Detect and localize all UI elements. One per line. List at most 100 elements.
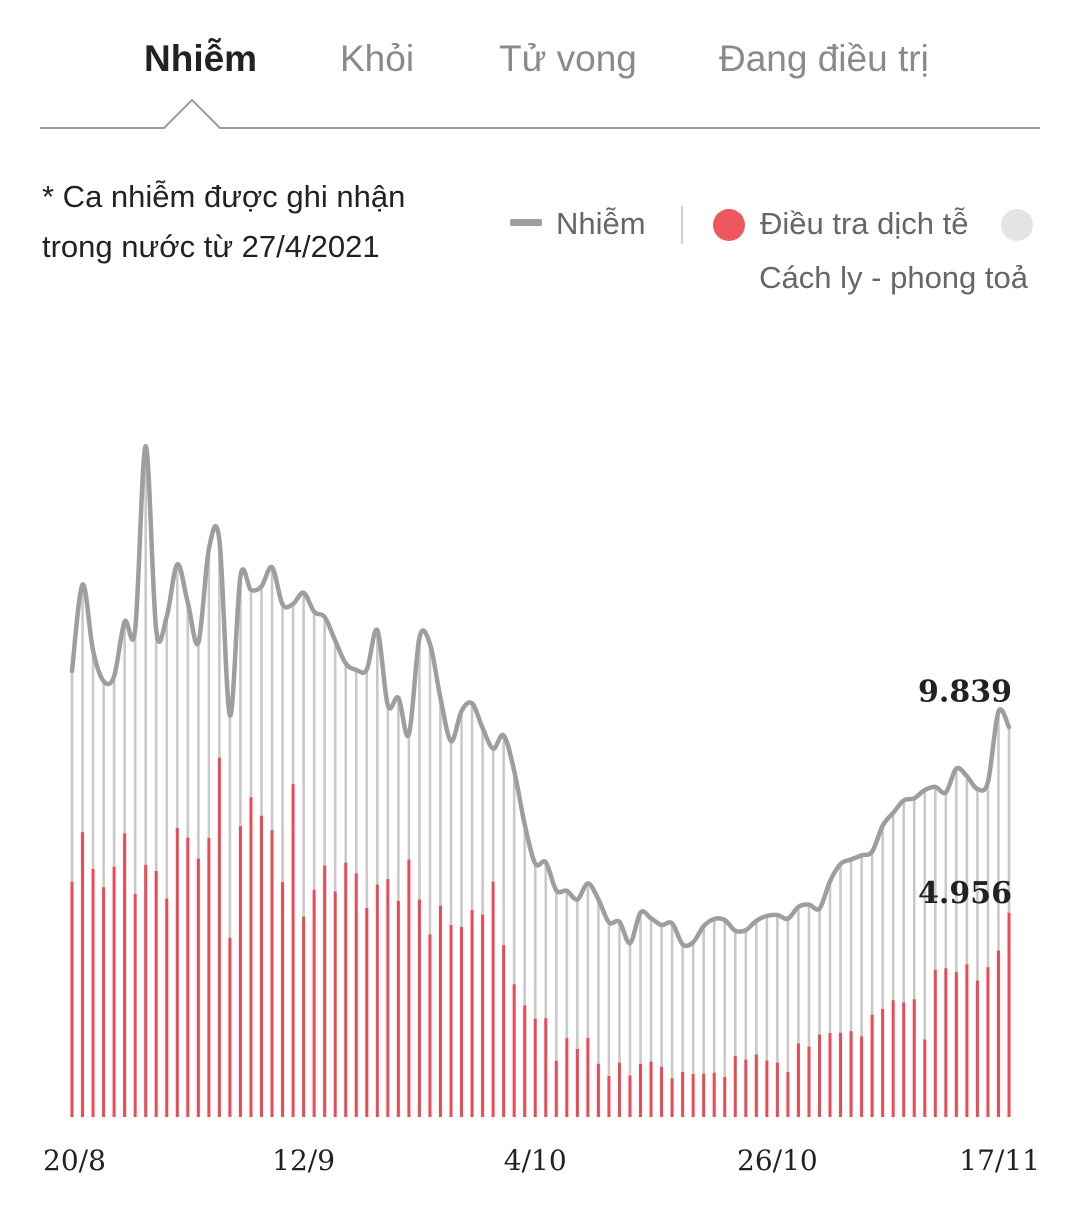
investigation-bar: [912, 999, 916, 1117]
investigation-bar: [91, 868, 95, 1117]
investigation-bar: [238, 826, 242, 1117]
total-bar: [628, 943, 632, 1117]
tab-under-treatment[interactable]: Đang điều trị: [719, 38, 929, 79]
total-bar: [744, 930, 748, 1117]
investigation-bar: [870, 1014, 874, 1117]
total-bar: [144, 446, 147, 1117]
investigation-bar: [702, 1073, 706, 1117]
total-bar: [544, 862, 548, 1117]
investigation-bar: [438, 905, 442, 1117]
total-bar: [312, 611, 316, 1117]
investigation-bar: [744, 1059, 748, 1117]
investigation-bar: [765, 1060, 769, 1117]
investigation-bar: [965, 964, 969, 1117]
investigation-bar: [217, 757, 221, 1117]
total-bar: [165, 616, 169, 1117]
tab-infected[interactable]: Nhiễm: [144, 38, 258, 79]
total-bar: [891, 812, 895, 1117]
investigation-bar: [986, 967, 990, 1117]
investigation-bar: [281, 882, 285, 1117]
investigation-bar: [144, 864, 148, 1117]
investigation-bar: [470, 910, 474, 1117]
investigation-bar: [554, 1060, 558, 1117]
total-bar: [860, 855, 863, 1117]
investigation-bar: [460, 927, 464, 1117]
total-bar: [997, 711, 1000, 1117]
total-bar: [649, 918, 653, 1117]
total-bar: [428, 643, 432, 1117]
total-bar: [333, 640, 337, 1117]
total-bar: [797, 906, 800, 1117]
total-bar: [776, 915, 779, 1117]
tab-indicator-line: [40, 98, 1040, 129]
legend-dot-quarantine: [1001, 209, 1033, 241]
investigation-bar: [681, 1072, 685, 1117]
total-bar: [512, 770, 516, 1117]
investigation-bar: [112, 866, 116, 1117]
investigation-bar: [175, 828, 179, 1117]
tab-deaths[interactable]: Tử vong: [499, 38, 637, 79]
total-bar: [839, 864, 842, 1117]
investigation-bar: [828, 1033, 832, 1117]
total-bar: [565, 890, 569, 1117]
total-bar: [302, 592, 305, 1117]
investigation-bar: [712, 1072, 716, 1117]
investigation-bar: [691, 1074, 695, 1117]
investigation-bar: [154, 871, 158, 1117]
investigation-bar: [396, 901, 400, 1117]
total-bar: [755, 920, 758, 1117]
investigation-bar: [796, 1043, 800, 1117]
investigation-bar: [207, 837, 211, 1117]
investigation-bar: [333, 891, 337, 1117]
legend-line-swatch: [510, 219, 542, 226]
total-bar: [376, 630, 379, 1117]
total-bar: [681, 944, 684, 1117]
total-bar: [923, 789, 927, 1117]
x-axis: 20/8 12/9 4/10 26/10 17/11: [43, 1144, 1040, 1177]
investigation-bar: [270, 830, 274, 1117]
investigation-bar: [891, 1000, 895, 1117]
investigation-bar: [291, 784, 295, 1117]
investigation-bar: [407, 859, 411, 1117]
investigation-bar: [639, 1063, 643, 1117]
x-tick-label: 20/8: [43, 1144, 106, 1177]
investigation-bar: [312, 889, 316, 1117]
investigation-bar: [344, 862, 348, 1117]
legend-separator: [681, 206, 683, 244]
total-bar: [418, 637, 421, 1117]
value-annotation: 4.956: [918, 876, 1012, 911]
total-bar: [639, 912, 642, 1117]
total-bar: [660, 924, 663, 1117]
investigation-bar: [533, 1018, 537, 1117]
investigation-bar: [260, 815, 264, 1117]
investigation-bar: [817, 1034, 821, 1117]
investigation-bar: [375, 884, 379, 1117]
x-tick-label: 12/9: [272, 1144, 335, 1177]
investigation-bar: [491, 881, 495, 1117]
total-bar: [912, 798, 916, 1117]
investigation-bar: [165, 898, 169, 1117]
investigation-bar: [839, 1032, 843, 1117]
legend-label-investigation: Điều tra dịch tễ: [760, 206, 969, 241]
investigation-bar: [523, 1005, 527, 1117]
investigation-bar: [417, 899, 421, 1117]
investigation-bar: [302, 916, 306, 1117]
investigation-bar: [807, 1046, 811, 1117]
total-bar: [786, 918, 790, 1117]
total-bar: [702, 926, 705, 1117]
investigation-bar: [502, 945, 506, 1117]
total-bar: [807, 904, 811, 1117]
investigation-bar: [849, 1031, 853, 1117]
investigation-bar: [323, 865, 327, 1117]
investigation-bar: [586, 1037, 590, 1117]
tab-recovered[interactable]: Khỏi: [340, 38, 415, 79]
investigation-bar: [860, 1036, 864, 1117]
infected-line: [69, 443, 1012, 949]
investigation-bar: [354, 873, 358, 1117]
total-bar: [818, 908, 821, 1117]
investigation-bar: [133, 894, 137, 1117]
investigation-bar: [544, 1018, 548, 1117]
total-bar: [607, 922, 611, 1117]
total-bar: [691, 942, 695, 1117]
